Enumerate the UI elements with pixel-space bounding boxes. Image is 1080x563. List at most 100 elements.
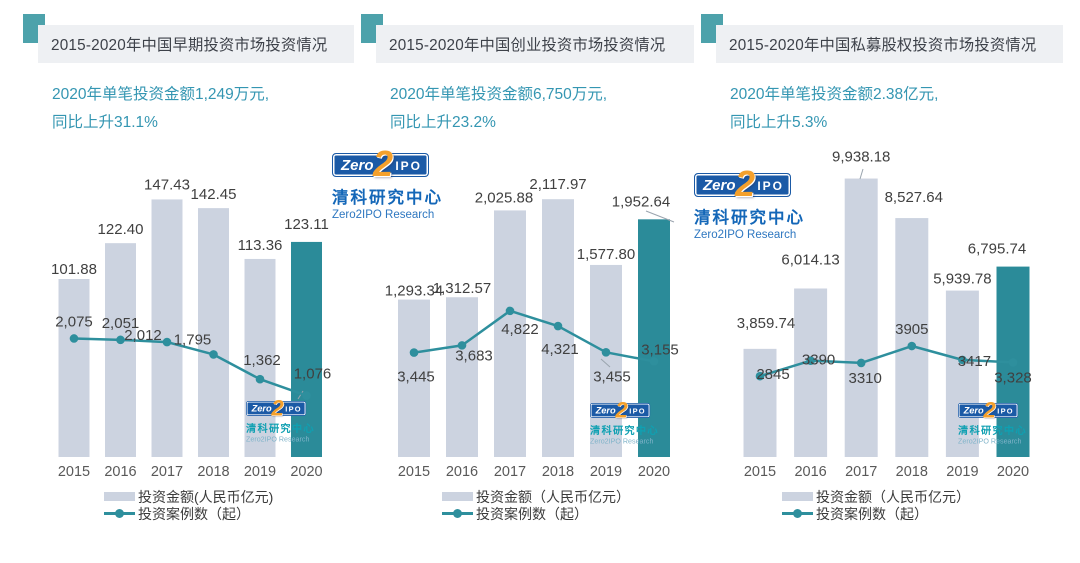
bar-2020 [291,241,322,457]
bar-2015 [58,279,90,457]
data-point-2016 [806,356,815,365]
zero2ipo-badge: Zero 2 IPO [332,146,429,182]
logo-chinese-name: 清科研究中心 [958,425,1027,437]
logo-two-text: 2 [271,394,284,421]
legend-line-swatch [104,508,135,519]
line-value-label: 3417 [958,353,991,370]
bar-2018 [895,218,929,457]
data-point-2015 [755,371,765,381]
bar-value-label: 3,859.74 [737,315,795,332]
bar-value-label: 2,025.88 [475,189,533,206]
bar-value-label: 2,117.97 [529,176,586,193]
axis-tick-2020: 2020 [997,464,1029,480]
legend-line-label: 投资案例数（起） [476,505,588,522]
axis-tick-2016: 2016 [794,464,826,480]
axis-tick-2017: 2017 [151,464,183,480]
bar-value-label: 1,577.80 [577,246,635,263]
zero2ipo-badge: Zero 2 IPO [590,398,651,421]
case-count-line [759,344,1014,378]
bar-value-label: 1,312.57 [433,280,491,297]
legend-item-amount: 投资金额（人民币亿元） [782,488,970,505]
legend-bar-swatch [782,492,813,501]
legend-item-cases: 投资案例数（起） [782,505,970,522]
axis-tick-2019: 2019 [946,464,978,480]
axis-tick-2017: 2017 [494,464,526,480]
bar-2019 [945,290,979,457]
data-point-2020 [1008,358,1018,367]
subtitle-line-2: 同比上升5.3% [730,114,828,131]
axis-tick-2020: 2020 [638,464,670,480]
bar-value-label: 123.11 [284,216,329,233]
bar-value-label: 9,938.18 [832,150,890,166]
case-count-line [413,309,655,363]
zero2ipo-badge: Zero 2 IPO [958,398,1019,421]
legend-bar-label: 投资金额（人民币亿元） [816,488,970,505]
subtitle-line-2: 同比上升23.2% [390,114,496,131]
label-leader-line [859,168,864,180]
data-point-2018 [907,341,917,351]
label-leader-line [645,210,675,223]
bar-value-label: 101.88 [51,261,97,278]
axis-tick-2016: 2016 [446,464,478,480]
line-value-label: 2,012 [124,327,162,344]
line-value-label: 3905 [895,321,928,338]
bar-value-label: 147.43 [144,176,190,193]
logo-chinese-name: 清科研究中心 [332,189,443,207]
chart-subtitle: 2020年单笔投资金额6,750万元, 同比上升23.2% [390,81,607,137]
legend-bar-label: 投资金额(人民币亿元) [138,488,274,505]
logo-two-text: 2 [735,163,756,204]
logo-english-name: Zero2IPO Research [332,209,435,221]
legend-bar-swatch [104,492,135,501]
data-point-2020 [302,391,311,400]
logo-zero-text: Zero [963,405,984,417]
chart-legend: 投资金额(人民币亿元) 投资案例数（起） [104,488,273,522]
chart-legend: 投资金额（人民币亿元） 投资案例数（起） [782,488,970,522]
bar-value-label: 8,527.64 [885,189,943,206]
axis-tick-2018: 2018 [896,464,928,480]
data-point-2018 [553,321,563,331]
bar-line-chart: 3,859.74 6,014.13 9,938.18 8,527.64 5,939.78… [737,150,1032,480]
axis-tick-2015: 2015 [744,464,776,480]
logo-english-name: Zero2IPO Research [958,437,1022,446]
logo-zero-text: Zero [595,405,616,417]
legend-bar-label: 投资金额（人民币亿元） [476,488,630,505]
data-point-2015 [69,334,79,343]
bar-value-label: 6,014.13 [781,251,839,268]
line-value-label: 2,075 [55,313,93,330]
subtitle-line-1: 2020年单笔投资金额1,249万元, [52,86,270,103]
chart-card-venture-capital: 2015-2020年中国创业投资市场投资情况 2020年单笔投资金额6,750万… [358,0,695,563]
logo-ipo-text: IPO [757,179,784,193]
logo-ipo-text: IPO [997,406,1014,416]
bar-2017 [151,199,183,457]
logo-two-text: 2 [373,143,394,184]
chart-title: 2015-2020年中国私募股权投资市场投资情况 [716,25,1063,63]
bar-value-label: 122.40 [98,221,144,238]
line-value-label: 3310 [849,370,882,387]
legend-item-amount: 投资金额(人民币亿元) [104,488,273,505]
axis-tick-2015: 2015 [398,464,430,480]
axis-tick-2017: 2017 [845,464,877,480]
bar-value-label: 5,939.78 [933,271,991,288]
chart-card-private-equity: 2015-2020年中国私募股权投资市场投资情况 2020年单笔投资金额2.38… [698,0,1064,563]
bar-2016 [446,297,478,457]
data-point-2016 [116,335,125,345]
chart-legend: 投资金额（人民币亿元） 投资案例数（起） [442,488,630,522]
bar-2015 [743,348,777,457]
subtitle-line-2: 同比上升31.1% [52,114,158,131]
data-point-2019 [255,374,265,384]
axis-tick-2015: 2015 [58,464,90,480]
bar-2016 [794,288,828,457]
case-count-line [73,337,307,397]
data-point-2015 [409,348,419,357]
line-value-label: 1,795 [174,331,212,348]
logo-chinese-name: 清科研究中心 [246,423,315,435]
bar-value-label: 113.36 [238,237,283,254]
line-value-label: 2,051 [102,315,140,332]
legend-line-swatch [782,508,813,519]
bar-value-label: 1,293.34 [385,283,443,300]
logo-ipo-text: IPO [285,404,302,414]
label-leader-line [297,390,304,400]
data-point-2017 [505,306,515,316]
line-value-label: 3,155 [641,341,679,358]
line-value-label: 2845 [756,366,789,383]
